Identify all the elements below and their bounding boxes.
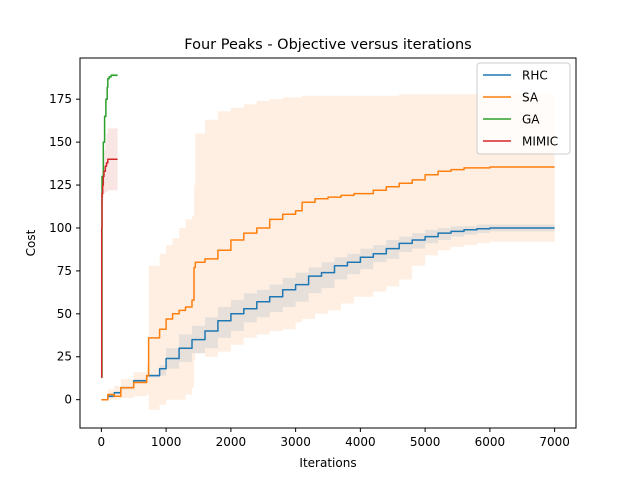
x-axis-label: Iterations	[299, 456, 356, 470]
legend-frame	[476, 62, 571, 155]
legend-label-rhc: RHC	[522, 69, 548, 83]
x-tick-label: 7000	[539, 435, 570, 449]
chart-title: Four Peaks - Objective versus iterations	[184, 37, 471, 53]
rhc-line	[101, 227, 555, 401]
x-axis: 0 1000 2000 3000 4000 5000 6000 7000	[98, 428, 570, 449]
mimic-band	[101, 128, 118, 378]
y-tick-label: 175	[49, 92, 72, 106]
y-tick-label: 75	[57, 264, 72, 278]
y-tick-label: 150	[49, 135, 72, 149]
x-tick-label: 3000	[280, 435, 311, 449]
y-axis-label: Cost	[24, 229, 38, 256]
mimic-line	[100, 158, 118, 379]
sa-line	[101, 166, 555, 401]
y-tick-label: 0	[64, 393, 72, 407]
legend-label-mimic: MIMIC	[522, 135, 558, 149]
x-tick-label: 5000	[410, 435, 441, 449]
y-tick-label: 25	[57, 350, 72, 364]
legend-label-sa: SA	[522, 91, 539, 105]
y-tick-label: 125	[49, 178, 72, 192]
legend-label-ga: GA	[522, 113, 540, 127]
y-tick-label: 100	[49, 221, 72, 235]
x-tick-label: 2000	[216, 435, 247, 449]
series-lines	[100, 74, 555, 401]
plot-frame	[79, 57, 577, 429]
y-axis: 0 25 50 75 100 125 150 175	[49, 92, 80, 407]
y-tick-label: 50	[57, 307, 72, 321]
x-tick-label: 1000	[151, 435, 182, 449]
x-tick-label: 0	[98, 435, 106, 449]
legend: RHC SA GA MIMIC	[476, 62, 571, 155]
x-tick-label: 4000	[345, 435, 376, 449]
x-tick-label: 6000	[475, 435, 506, 449]
